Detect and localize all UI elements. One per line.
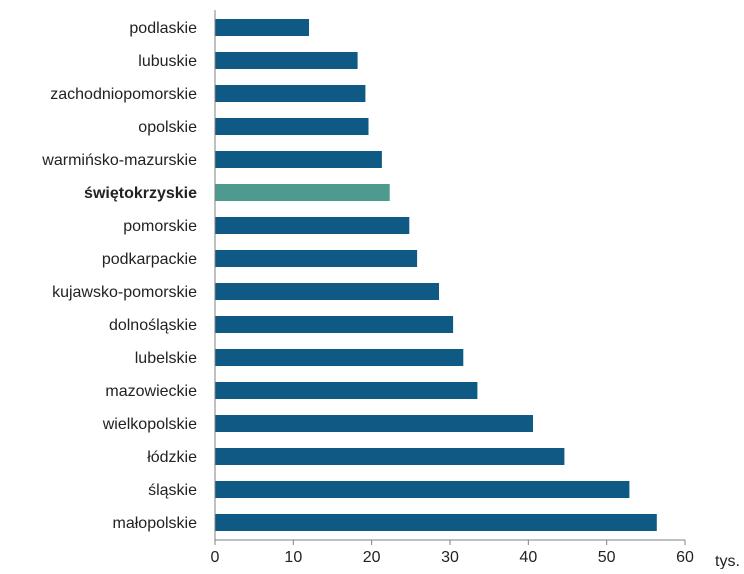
category-label-15: śląskie — [148, 482, 197, 499]
category-label-2: lubuskie — [138, 53, 197, 70]
bar-12 — [215, 382, 478, 399]
x-tick-label-50: 50 — [598, 549, 616, 566]
bar-10 — [215, 316, 454, 333]
bars-layer — [215, 19, 657, 531]
category-label-14: łódzkie — [147, 449, 197, 466]
category-label-12: mazowieckie — [105, 383, 197, 400]
bar-7 — [215, 217, 410, 234]
x-tick-label-40: 40 — [519, 549, 537, 566]
category-label-7: pomorskie — [123, 218, 197, 235]
category-label-5: warmińsko-mazurskie — [41, 152, 197, 169]
x-tick-label-10: 10 — [284, 549, 302, 566]
category-label-4: opolskie — [138, 119, 197, 136]
category-label-16: małopolskie — [113, 515, 198, 532]
bar-11 — [215, 349, 464, 366]
bar-15 — [215, 481, 630, 498]
bar-6 — [215, 184, 390, 201]
category-labels: podlaskie lubuskie zachodniopomorskie opols… — [41, 20, 197, 532]
bar-13 — [215, 415, 533, 432]
category-label-13: wielkopolskie — [102, 416, 197, 433]
category-label-10: dolnośląskie — [109, 317, 197, 334]
x-axis: 0 10 20 30 40 50 60 tys. — [211, 10, 740, 570]
category-label-6: świętokrzyskie — [84, 185, 197, 202]
category-label-11: lubelskie — [135, 350, 197, 367]
bar-14 — [215, 448, 565, 465]
category-label-1: podlaskie — [129, 20, 197, 37]
bar-8 — [215, 250, 418, 267]
x-tick-label-0: 0 — [211, 549, 220, 566]
x-tick-label-30: 30 — [441, 549, 459, 566]
category-label-9: kujawsko-pomorskie — [52, 284, 197, 301]
x-unit-label: tys. — [715, 553, 740, 569]
bar-1 — [215, 19, 309, 36]
category-label-8: podkarpackie — [102, 251, 197, 268]
x-tick-label-20: 20 — [363, 549, 381, 566]
bar-3 — [215, 85, 366, 102]
bar-9 — [215, 283, 439, 300]
category-label-3: zachodniopomorskie — [50, 86, 197, 103]
x-tick-label-60: 60 — [676, 549, 694, 566]
bar-5 — [215, 151, 382, 168]
bar-4 — [215, 118, 369, 135]
bar-16 — [215, 514, 657, 531]
bar-2 — [215, 52, 358, 69]
